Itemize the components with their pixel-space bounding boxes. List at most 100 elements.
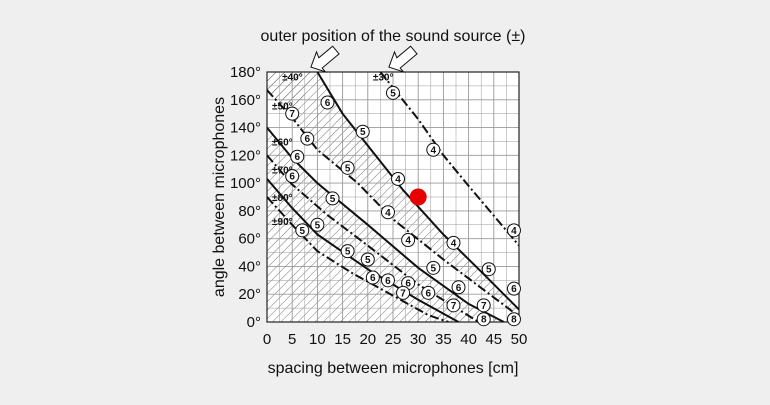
y-tick-label: 60°: [238, 231, 261, 248]
marker-circle-21: [310, 217, 325, 232]
y-tick-label: 100°: [230, 175, 261, 192]
marker-circle-29: [365, 270, 380, 285]
x-tick-label: 20: [359, 331, 376, 348]
y-tick-label: 0°: [247, 314, 261, 331]
y-tick-label: 80°: [238, 203, 261, 220]
marker-circle-15: [451, 280, 466, 295]
marker-label-7: 4: [385, 208, 391, 219]
section-label-0: ±30°: [373, 72, 394, 83]
x-tick-label: 35: [435, 331, 452, 348]
marker-label-9: 5: [486, 265, 492, 276]
marker-circle-12: [325, 191, 340, 206]
marker-label-10: 6: [511, 284, 517, 295]
marker-label-22: 5: [365, 255, 371, 266]
marker-label-21: 5: [315, 220, 321, 231]
marker-label-13: 4: [405, 236, 411, 247]
y-tick-label: 120°: [230, 147, 261, 164]
marker-circle-3: [506, 223, 521, 238]
marker-circle-1: [426, 142, 441, 157]
marker-label-3: 4: [511, 226, 517, 237]
x-tick-label: 30: [410, 331, 427, 348]
marker-label-14: 5: [431, 263, 437, 274]
marker-label-18: 6: [305, 134, 311, 145]
section-label-2: ±50°: [272, 102, 293, 113]
highlight-point: [409, 188, 427, 206]
marker-label-11: 7: [289, 109, 295, 120]
marker-circle-16: [476, 298, 491, 313]
y-tick-label: 40°: [238, 258, 261, 275]
clear-region-upper-right: [380, 72, 519, 246]
marker-label-5: 5: [360, 127, 366, 138]
x-tick-label: 15: [334, 331, 351, 348]
section-label-3: ±60°: [272, 138, 293, 149]
marker-label-30: 6: [405, 279, 411, 290]
marker-circle-26: [476, 312, 491, 327]
marker-label-16: 7: [481, 301, 487, 312]
marker-circle-14: [426, 260, 441, 275]
marker-circle-25: [446, 298, 461, 313]
marker-circle-4: [320, 95, 335, 110]
x-tick-label: 5: [288, 331, 296, 348]
x-tick-label: 25: [385, 331, 402, 348]
y-tick-label: 140°: [230, 120, 261, 137]
series-line-0: [379, 72, 519, 247]
marker-label-19: 6: [294, 152, 300, 163]
marker-label-20: 6: [289, 172, 295, 183]
marker-label-0: 5: [390, 88, 396, 99]
marker-label-4: 6: [325, 98, 331, 109]
marker-label-31: 7: [400, 288, 406, 299]
y-tick-label: 180°: [230, 64, 261, 81]
y-tick-label: 20°: [238, 286, 261, 303]
series-line-6: [267, 196, 449, 322]
marker-circle-24: [421, 285, 436, 300]
marker-circle-13: [401, 233, 416, 248]
marker-circle-9: [481, 262, 496, 277]
marker-circle-23: [380, 273, 395, 288]
section-label-6: ±90°: [272, 217, 293, 228]
marker-label-23: 6: [385, 276, 391, 287]
marker-circle-10: [506, 281, 521, 296]
marker-label-6: 5: [345, 163, 351, 174]
marker-label-1: 4: [431, 145, 437, 156]
marker-circle-11: [285, 106, 300, 121]
marker-label-28: 5: [345, 247, 351, 258]
marker-circle-27: [295, 223, 310, 238]
chart-title: outer position of the sound source (±): [261, 28, 526, 45]
marker-circle-28: [340, 244, 355, 259]
marker-label-24: 6: [425, 288, 431, 299]
left-direction-arrow: [310, 45, 340, 73]
x-tick-label: 40: [460, 331, 477, 348]
series-line-1: [316, 72, 519, 311]
marker-label-2: 4: [395, 174, 401, 185]
marker-label-27: 5: [299, 226, 305, 237]
marker-circle-31: [396, 285, 411, 300]
right-direction-arrow: [388, 45, 418, 73]
marker-label-25: 7: [451, 301, 457, 312]
marker-circle-7: [380, 205, 395, 220]
marker-label-29: 6: [370, 273, 376, 284]
x-tick-label: 45: [485, 331, 502, 348]
marker-circle-5: [355, 124, 370, 139]
marker-circle-20: [285, 169, 300, 184]
x-axis-label: spacing between microphones [cm]: [268, 360, 519, 377]
marker-label-26: 8: [481, 315, 487, 326]
hatched-region-lower-left: [267, 127, 504, 322]
marker-circle-8: [446, 235, 461, 250]
x-tick-label: 10: [309, 331, 326, 348]
y-axis-label: angle between microphones: [211, 97, 228, 297]
marker-circle-22: [360, 252, 375, 267]
marker-circle-0: [386, 85, 400, 100]
marker-circle-2: [391, 171, 406, 186]
marker-circle-6: [340, 160, 355, 175]
marker-circle-18: [300, 131, 315, 146]
marker-label-12: 5: [330, 194, 336, 205]
y-tick-label: 160°: [230, 92, 261, 109]
marker-circle-19: [290, 149, 305, 164]
marker-circle-17: [506, 312, 521, 327]
marker-label-8: 4: [451, 238, 457, 249]
x-tick-label: 50: [511, 331, 528, 348]
x-tick-label: 0: [263, 331, 271, 348]
section-label-1: ±40°: [282, 72, 303, 83]
